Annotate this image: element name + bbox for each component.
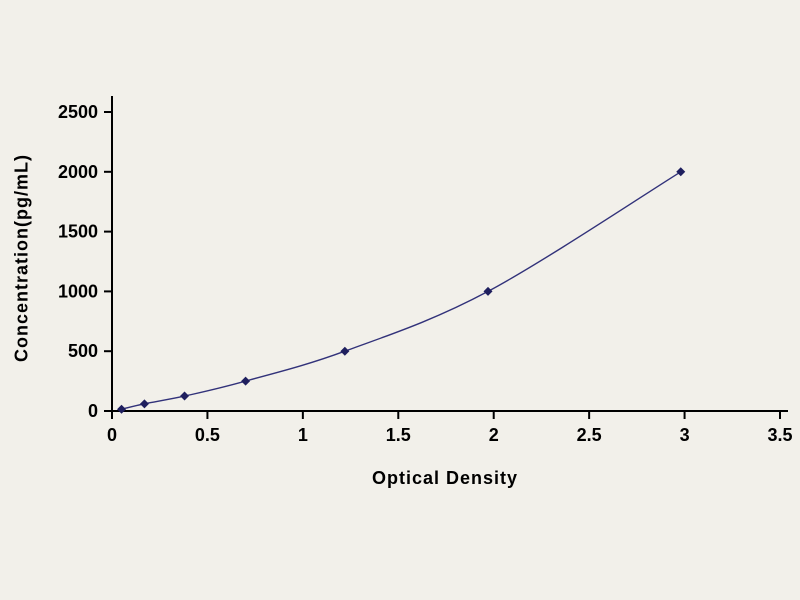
- y-tick-label: 2000: [58, 162, 98, 182]
- data-point-marker: [117, 404, 127, 414]
- data-point-marker: [340, 346, 350, 356]
- data-point-marker: [180, 391, 190, 401]
- x-tick-label: 1.5: [386, 425, 411, 445]
- y-tick-label: 1000: [58, 281, 98, 301]
- x-tick-label: 3: [680, 425, 690, 445]
- x-tick-label: 0: [107, 425, 117, 445]
- x-tick-label: 2.5: [577, 425, 602, 445]
- y-tick-label: 1500: [58, 222, 98, 242]
- y-tick-label: 0: [88, 401, 98, 421]
- data-point-marker: [241, 376, 251, 386]
- y-tick-label: 2500: [58, 102, 98, 122]
- y-tick-label: 500: [68, 341, 98, 361]
- x-tick-label: 3.5: [767, 425, 792, 445]
- x-tick-label: 2: [489, 425, 499, 445]
- standard-curve-line: [121, 171, 682, 410]
- x-tick-label: 0.5: [195, 425, 220, 445]
- x-axis-title: Optical Density: [371, 468, 519, 488]
- x-axis-title-row: Optical Density: [0, 468, 800, 489]
- data-point-marker: [139, 399, 149, 409]
- x-tick-label: 1: [298, 425, 308, 445]
- y-axis-title: Concentration(pg/mL): [11, 154, 32, 362]
- data-point-marker: [483, 286, 493, 296]
- data-point-marker: [676, 167, 686, 177]
